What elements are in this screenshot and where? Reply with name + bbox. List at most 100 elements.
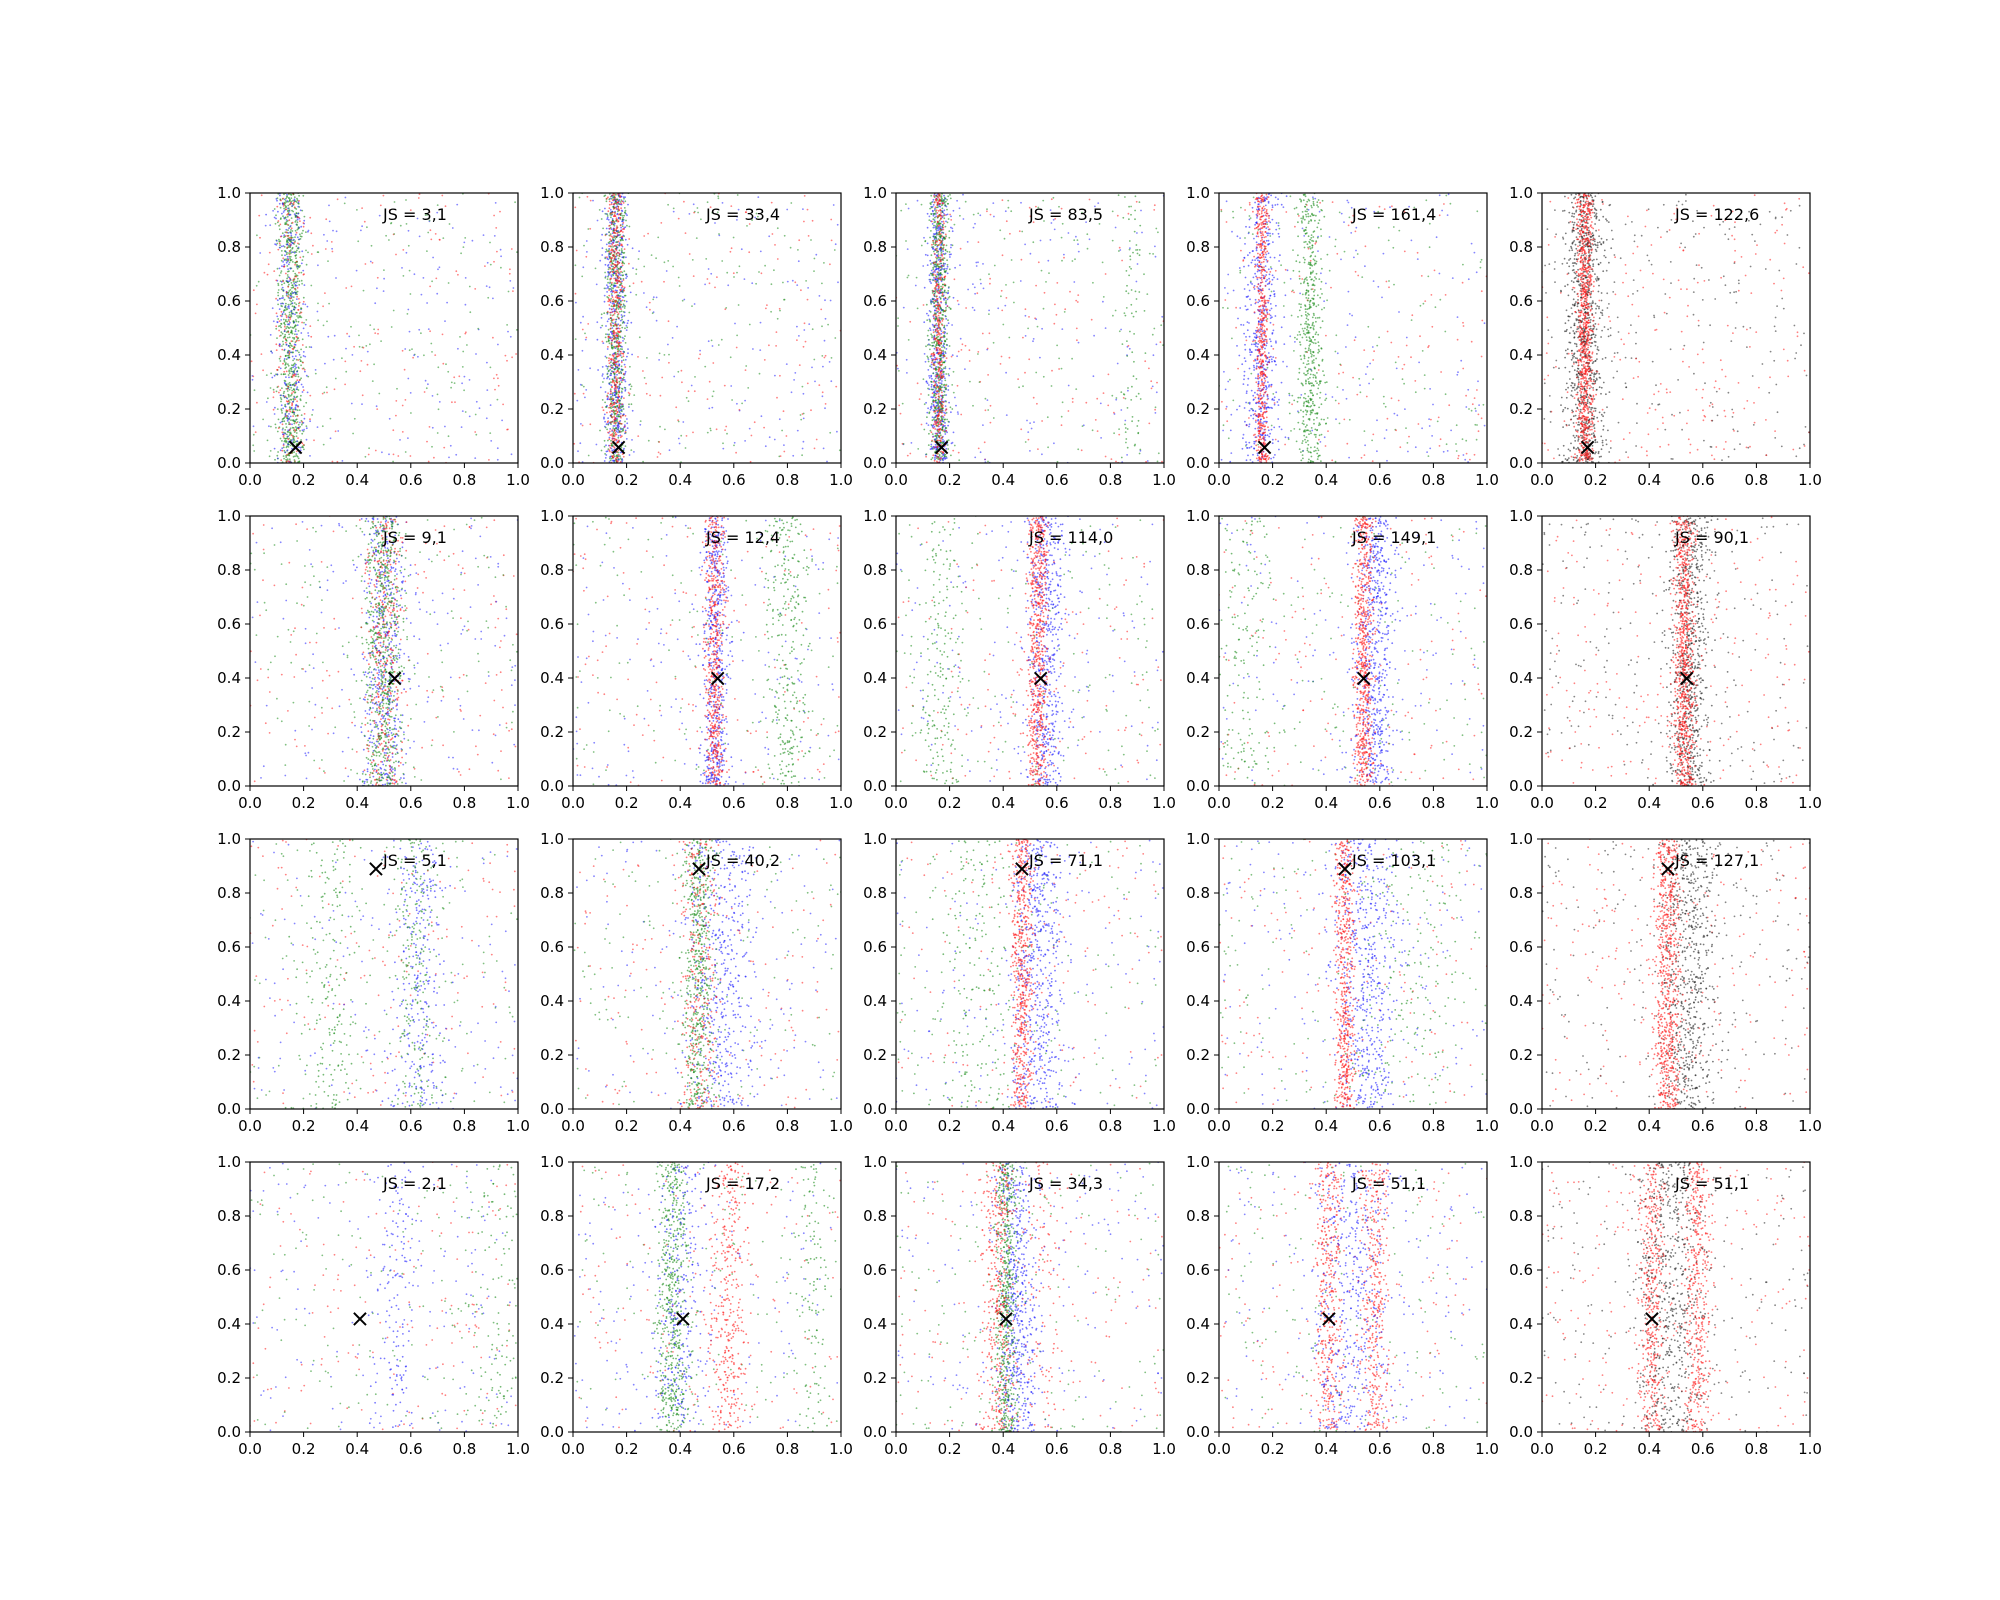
scatter-point [616, 340, 619, 342]
scatter-point [278, 274, 281, 277]
scatter-point [946, 263, 949, 266]
scatter-point [1046, 416, 1049, 419]
scatter-point [688, 253, 691, 255]
scatter-point [617, 205, 620, 208]
scatter-point [285, 358, 288, 361]
scatter-point [616, 198, 619, 201]
scatter-point [943, 202, 946, 204]
scatter-point [950, 253, 952, 256]
scatter-point [408, 349, 411, 352]
scatter-point [699, 353, 701, 356]
scatter-point [288, 421, 290, 424]
scatter-point [290, 310, 292, 313]
scatter-point [279, 355, 282, 358]
scatter-point [934, 454, 937, 457]
scatter-point [1064, 308, 1067, 311]
scatter-point [923, 236, 925, 239]
scatter-point [607, 346, 609, 348]
scatter-point [968, 349, 971, 352]
scatter-point [611, 394, 614, 397]
scatter-point [596, 219, 599, 222]
scatter-point [292, 370, 295, 373]
scatter-point [733, 444, 735, 447]
scatter-point [932, 214, 935, 217]
scatter-point [934, 356, 936, 359]
scatter-point [280, 199, 282, 202]
scatter-point [293, 413, 296, 416]
scatter-point [764, 445, 767, 448]
scatter-point [280, 217, 282, 220]
scatter-point [945, 348, 948, 350]
scatter-point [611, 381, 614, 384]
scatter-point [295, 396, 298, 399]
scatter-point [285, 251, 287, 253]
x-tick-label: 0.0 [238, 471, 262, 489]
scatter-point [595, 443, 598, 446]
scatter-point [938, 446, 941, 449]
scatter-point [317, 251, 320, 254]
scatter-point [678, 442, 681, 445]
scatter-point [607, 275, 609, 278]
scatter-point [1104, 273, 1107, 275]
scatter-point [616, 419, 619, 421]
scatter-point [613, 418, 616, 421]
scatter-point [1007, 199, 1010, 202]
scatter-point [1050, 385, 1053, 387]
scatter-point [1124, 419, 1127, 422]
scatter-point [293, 357, 296, 360]
scatter-point [1008, 356, 1011, 359]
scatter-point [626, 224, 628, 227]
scatter-point [1111, 239, 1114, 242]
scatter-point [833, 249, 836, 251]
scatter-point [613, 213, 616, 216]
scatter-point [300, 307, 302, 309]
scatter-point [678, 285, 681, 287]
scatter-point [325, 218, 328, 221]
scatter-point [302, 446, 304, 449]
scatter-point [287, 443, 289, 446]
scatter-point [285, 293, 288, 295]
scatter-point [610, 343, 613, 345]
scatter-point [275, 312, 278, 315]
scatter-point [758, 372, 761, 375]
scatter-point [489, 404, 492, 406]
scatter-point [286, 274, 289, 276]
scatter-point [929, 355, 932, 358]
scatter-point [305, 401, 308, 404]
scatter-point [1155, 227, 1158, 230]
scatter-point [939, 407, 942, 410]
scatter-point [293, 291, 296, 294]
scatter-point [934, 458, 936, 461]
scatter-point [935, 437, 938, 440]
scatter-point [944, 200, 947, 203]
scatter-point [292, 359, 294, 362]
scatter-point [272, 396, 275, 399]
scatter-point [607, 210, 610, 213]
scatter-point [609, 277, 612, 280]
scatter-point [396, 387, 398, 390]
scatter-point [1152, 253, 1154, 255]
scatter-point [957, 303, 960, 306]
scatter-point [1159, 341, 1162, 344]
axes-frame [249, 192, 519, 464]
scatter-point [469, 311, 472, 314]
scatter-point [1053, 442, 1055, 445]
scatter-point [1024, 243, 1026, 246]
scatter-point [298, 379, 301, 382]
scatter-point [613, 245, 616, 247]
scatter-point [427, 328, 430, 330]
scatter-point [306, 305, 309, 308]
scatter-point [287, 319, 290, 321]
scatter-point [376, 408, 379, 410]
scatter-point [302, 327, 305, 330]
scatter-point [493, 377, 495, 380]
points-layer [250, 193, 518, 463]
scatter-point [1005, 297, 1008, 299]
scatter-point [1143, 273, 1145, 276]
scatter-point [635, 268, 638, 271]
scatter-point [618, 279, 621, 282]
scatter-point [273, 208, 276, 210]
scatter-point [625, 438, 628, 440]
scatter-point [420, 293, 423, 296]
scatter-point [289, 303, 292, 306]
